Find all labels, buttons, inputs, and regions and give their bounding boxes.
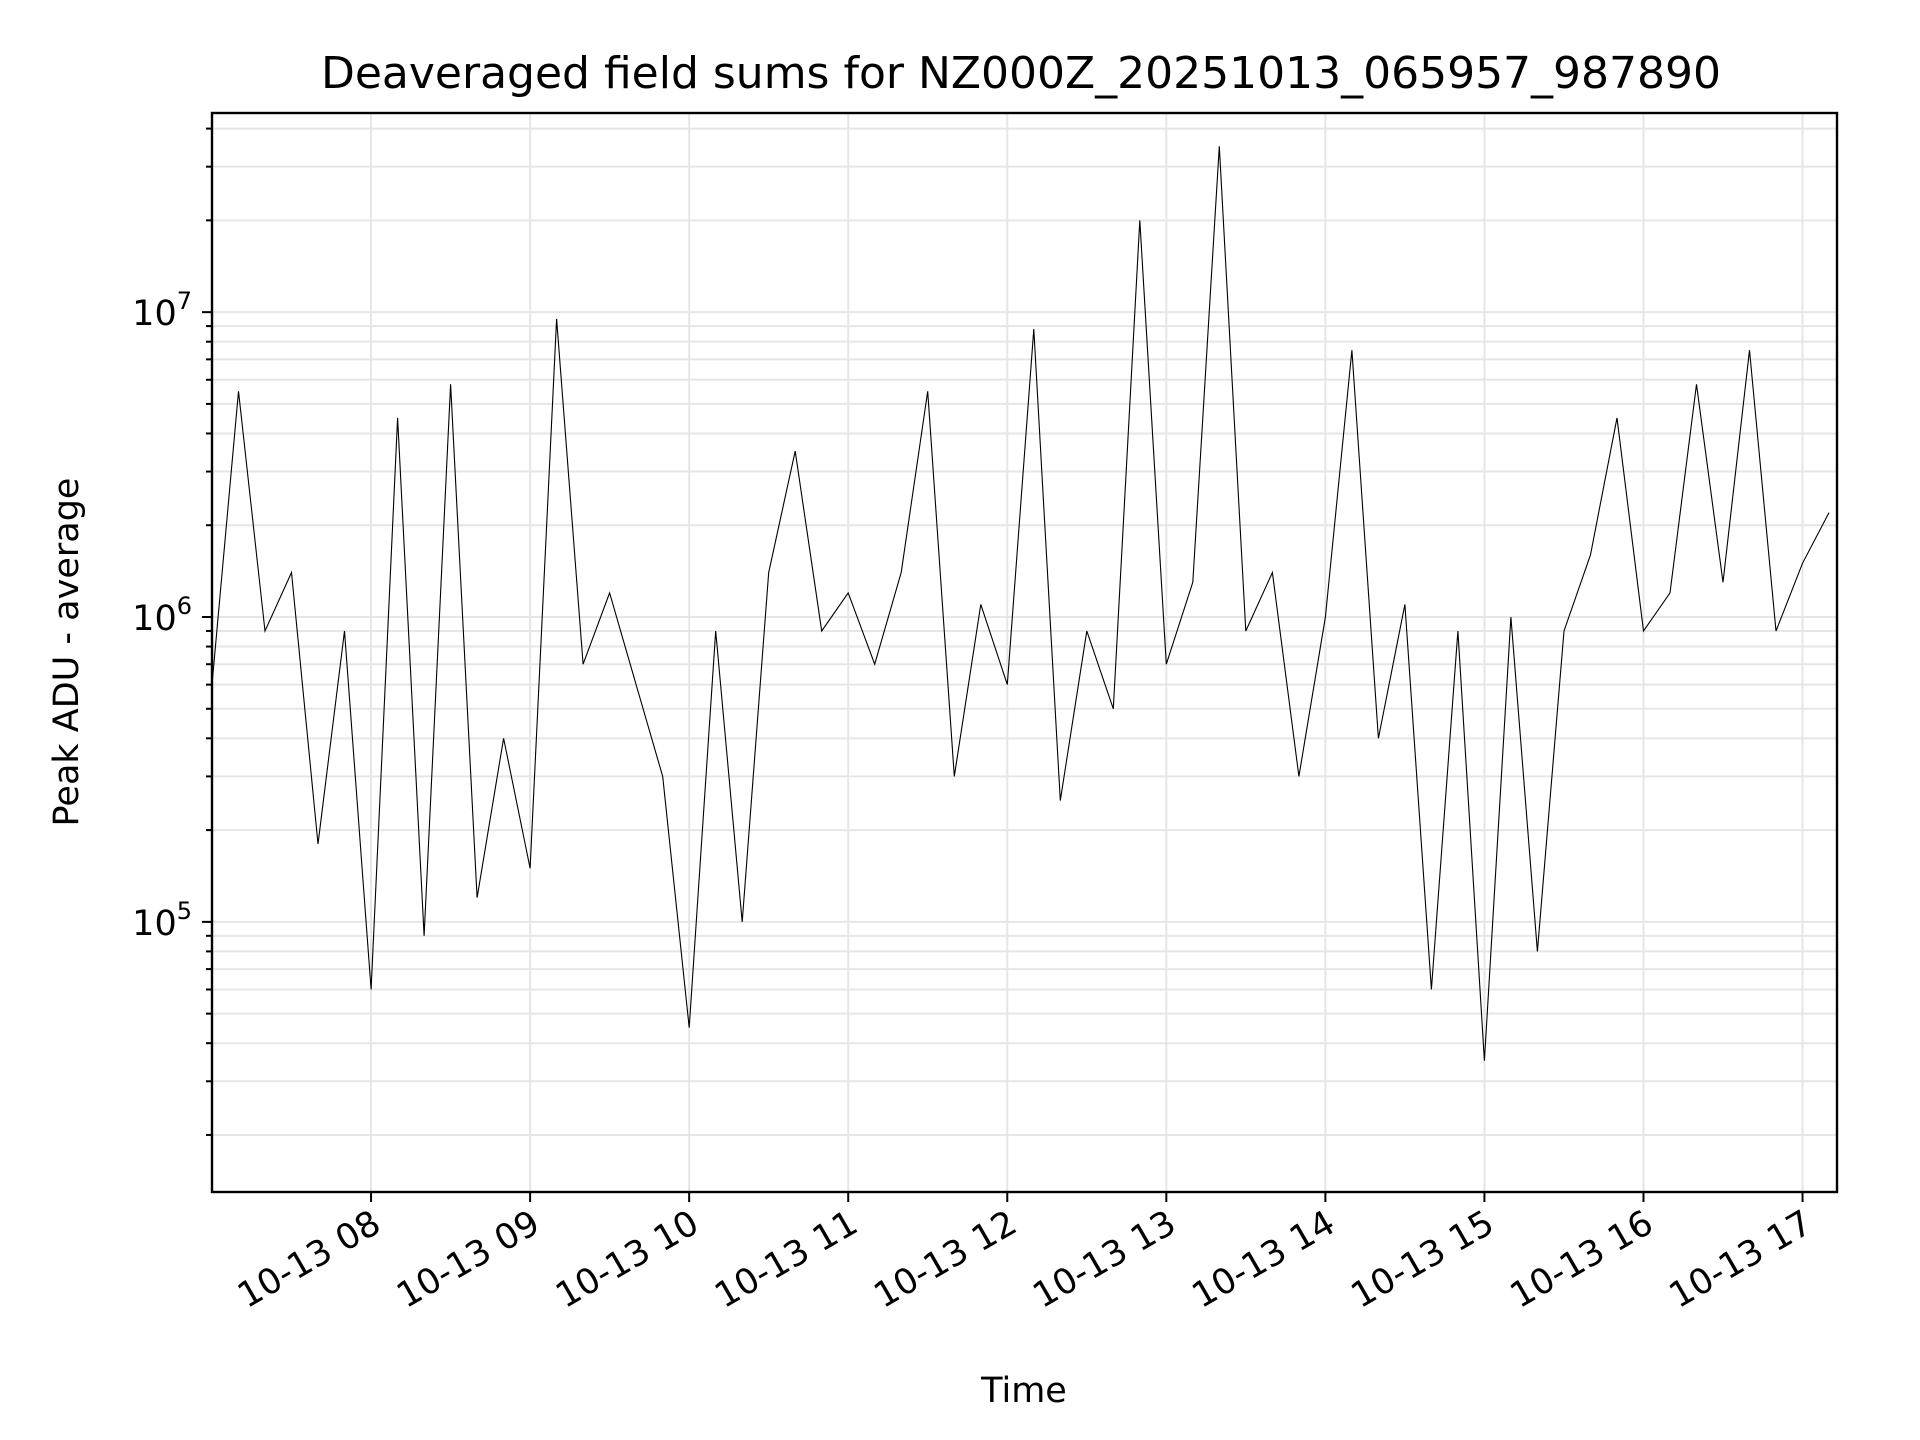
y-axis: 105 106 107: [132, 127, 212, 1136]
y-tick-label: 106: [132, 592, 192, 639]
grid: [212, 113, 1837, 1192]
chart-title: Deaveraged field sums for NZ000Z_2025101…: [321, 48, 1721, 99]
y-tick-label: 105: [132, 897, 192, 944]
plot-frame: [210, 111, 1839, 1194]
x-axis-label: Time: [980, 1371, 1067, 1411]
series-line: [212, 146, 1830, 1061]
y-axis-label: Peak ADU - average: [47, 478, 87, 827]
plot-area: [212, 146, 1830, 1061]
y-tick-label: 107: [132, 287, 192, 334]
